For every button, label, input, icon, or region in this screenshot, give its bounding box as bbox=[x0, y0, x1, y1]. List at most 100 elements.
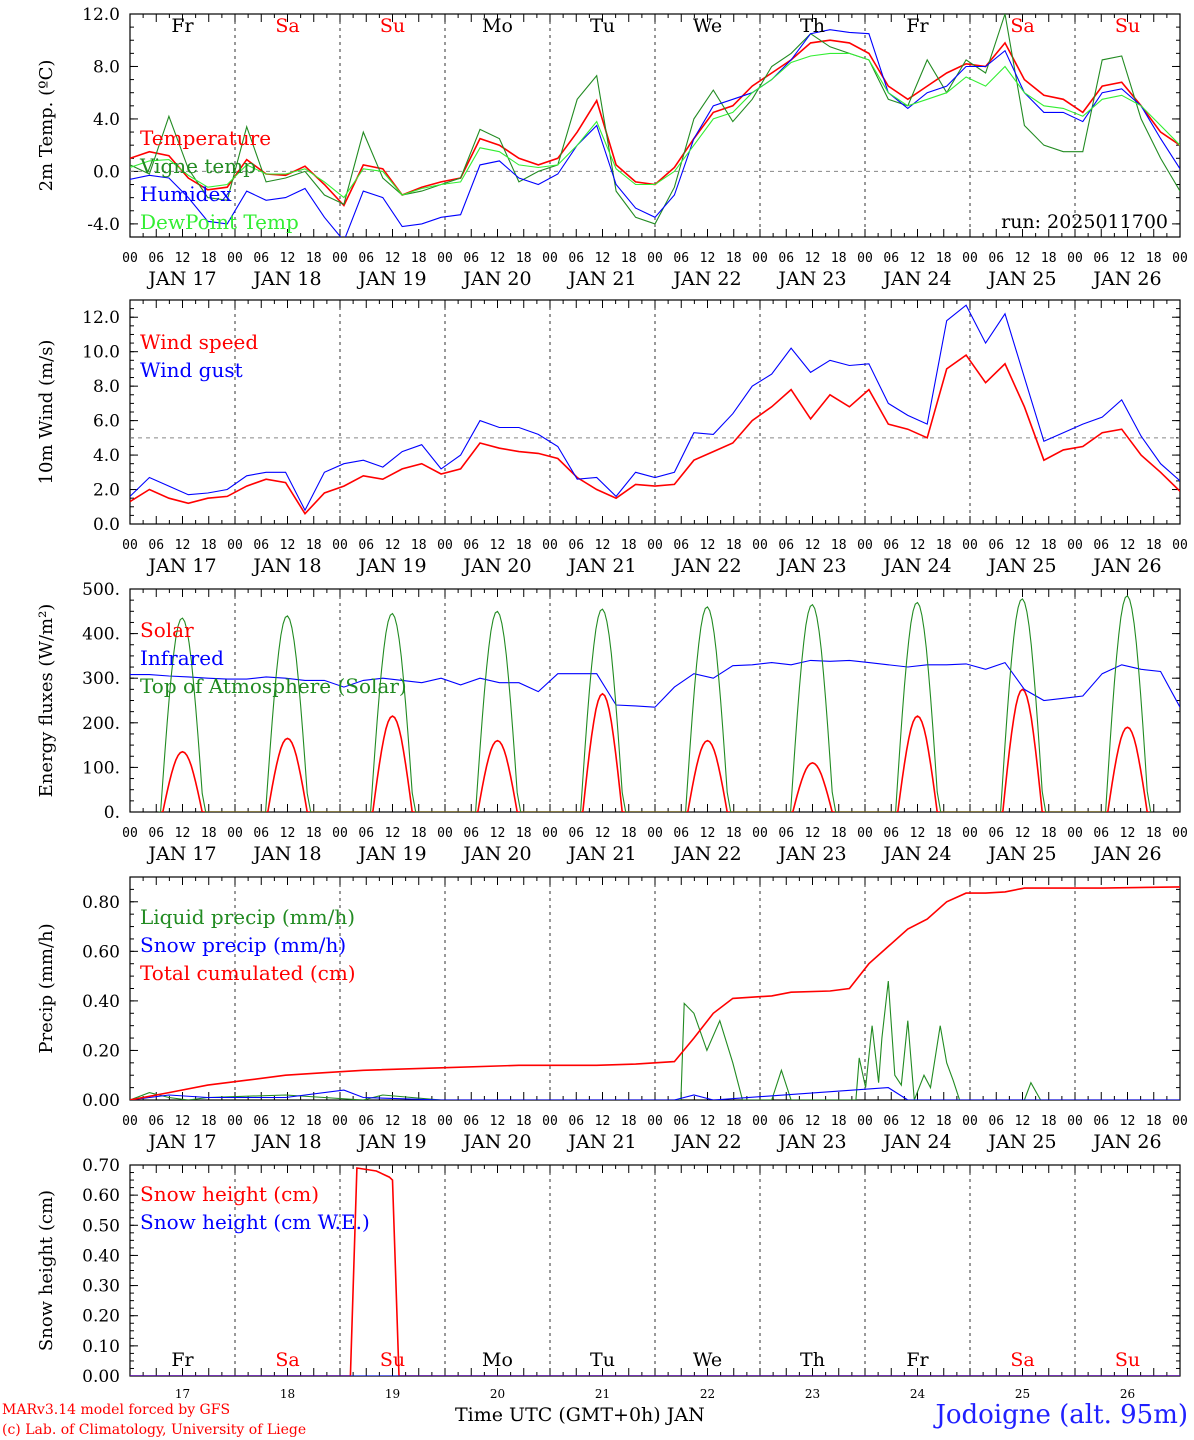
y-tick-label: 0.60 bbox=[82, 942, 120, 962]
hour-label: 12 bbox=[385, 251, 401, 266]
hour-label: 00 bbox=[227, 538, 243, 553]
hour-label: 00 bbox=[647, 538, 663, 553]
legend-entry: Temperature bbox=[140, 126, 271, 150]
y-tick-label: -4.0 bbox=[87, 215, 120, 235]
weekday-label: Th bbox=[800, 15, 825, 37]
hour-label: 06 bbox=[463, 1114, 479, 1129]
weekday-label: We bbox=[693, 15, 722, 37]
hour-label: 18 bbox=[936, 1114, 952, 1129]
y-tick-label: 12.0 bbox=[82, 308, 120, 328]
day-number-label: 21 bbox=[595, 1387, 610, 1400]
hour-label: 18 bbox=[831, 826, 847, 841]
hour-label: 06 bbox=[883, 538, 899, 553]
series-line bbox=[130, 29, 1180, 237]
date-label: JAN 24 bbox=[881, 843, 951, 865]
date-label: JAN 25 bbox=[986, 843, 1056, 865]
series-line bbox=[130, 304, 1180, 512]
hour-label: 06 bbox=[673, 538, 689, 553]
date-label: JAN 18 bbox=[251, 555, 321, 577]
y-tick-label: 0.0 bbox=[93, 515, 120, 535]
y-tick-label: 0. bbox=[104, 803, 120, 823]
hour-label: 06 bbox=[778, 251, 794, 266]
hour-label: 18 bbox=[306, 538, 322, 553]
hour-label: 18 bbox=[726, 826, 742, 841]
legend-entry: Wind gust bbox=[140, 358, 243, 382]
day-number-label: 23 bbox=[805, 1387, 820, 1400]
date-label: JAN 17 bbox=[146, 843, 216, 865]
hour-label: 12 bbox=[175, 826, 191, 841]
hour-label: 12 bbox=[385, 1114, 401, 1129]
hour-label: 00 bbox=[752, 251, 768, 266]
date-label: JAN 18 bbox=[251, 1131, 321, 1153]
y-tick-label: 0.10 bbox=[82, 1337, 120, 1357]
y-tick-label: 0.70 bbox=[82, 1156, 120, 1176]
hour-label: 06 bbox=[883, 826, 899, 841]
hour-label: 00 bbox=[332, 826, 348, 841]
day-number-label: 25 bbox=[1015, 1387, 1030, 1400]
weekday-label: Mo bbox=[482, 15, 513, 37]
hour-label: 00 bbox=[647, 1114, 663, 1129]
weekday-label: Su bbox=[1115, 1349, 1140, 1371]
hour-label: 18 bbox=[1146, 538, 1162, 553]
hour-label: 18 bbox=[516, 251, 532, 266]
hour-label: 18 bbox=[621, 251, 637, 266]
y-tick-label: 0.00 bbox=[82, 1091, 120, 1111]
hour-label: 12 bbox=[1120, 538, 1136, 553]
date-label: JAN 23 bbox=[776, 1131, 846, 1153]
hour-label: 12 bbox=[700, 1114, 716, 1129]
y-tick-label: 10.0 bbox=[82, 343, 120, 363]
hour-label: 00 bbox=[437, 538, 453, 553]
y-tick-label: 0.20 bbox=[82, 1307, 120, 1327]
model-label: MARv3.14 model forced by GFS bbox=[2, 1402, 231, 1418]
hour-label: 06 bbox=[463, 538, 479, 553]
hour-label: 18 bbox=[306, 1114, 322, 1129]
hour-label: 00 bbox=[857, 251, 873, 266]
y-tick-label: 0.30 bbox=[82, 1277, 120, 1297]
date-label: JAN 24 bbox=[881, 268, 951, 290]
hour-label: 00 bbox=[332, 251, 348, 266]
legend-entry: Top of Atmosphere (Solar) bbox=[140, 674, 407, 698]
date-label: JAN 21 bbox=[566, 555, 636, 577]
day-number-label: 18 bbox=[280, 1387, 295, 1400]
hour-label: 00 bbox=[962, 538, 978, 553]
legend-entry: Snow height (cm) bbox=[140, 1182, 319, 1206]
legend-entry: Wind speed bbox=[140, 330, 258, 354]
hour-label: 18 bbox=[201, 538, 217, 553]
weekday-label: Fr bbox=[171, 15, 194, 37]
hour-label: 00 bbox=[542, 251, 558, 266]
date-label: JAN 20 bbox=[461, 555, 531, 577]
hour-label: 18 bbox=[726, 1114, 742, 1129]
hour-label: 12 bbox=[595, 826, 611, 841]
hour-label: 00 bbox=[227, 826, 243, 841]
date-label: JAN 20 bbox=[461, 268, 531, 290]
hour-label: 12 bbox=[1015, 251, 1031, 266]
hour-label: 12 bbox=[805, 251, 821, 266]
hour-label: 00 bbox=[227, 1114, 243, 1129]
hour-label: 18 bbox=[726, 251, 742, 266]
weekday-label: Sa bbox=[1010, 15, 1034, 37]
date-label: JAN 19 bbox=[356, 843, 426, 865]
weekday-label: Su bbox=[380, 15, 405, 37]
hour-label: 06 bbox=[988, 538, 1004, 553]
y-tick-label: 400. bbox=[82, 625, 120, 645]
series-line bbox=[130, 1087, 1180, 1100]
legend-entry: Total cumulated (cm) bbox=[140, 961, 356, 985]
hour-label: 18 bbox=[831, 251, 847, 266]
hour-label: 12 bbox=[910, 826, 926, 841]
hour-label: 12 bbox=[1015, 538, 1031, 553]
hour-label: 18 bbox=[1146, 251, 1162, 266]
series-line bbox=[130, 886, 1180, 1100]
weekday-label: Sa bbox=[275, 15, 299, 37]
date-label: JAN 21 bbox=[566, 268, 636, 290]
hour-label: 00 bbox=[1172, 251, 1188, 266]
weekday-label: Fr bbox=[906, 1349, 929, 1371]
legend-entry: Infrared bbox=[140, 646, 224, 670]
hour-label: 00 bbox=[1067, 826, 1083, 841]
series-line bbox=[130, 353, 1180, 516]
hour-label: 12 bbox=[700, 538, 716, 553]
hour-label: 12 bbox=[1120, 826, 1136, 841]
y-tick-label: 6.0 bbox=[93, 412, 120, 432]
hour-label: 12 bbox=[595, 538, 611, 553]
hour-label: 12 bbox=[280, 538, 296, 553]
panel-wind bbox=[129, 299, 1181, 525]
